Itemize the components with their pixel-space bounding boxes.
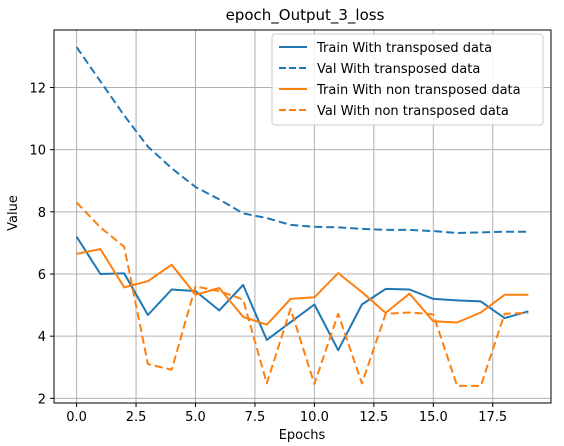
legend-box [271, 33, 544, 126]
y-tick-label: 2 [38, 392, 46, 407]
y-tick-label: 6 [38, 268, 46, 283]
x-tick-label: 7.5 [245, 410, 266, 425]
y-axis-label: Value [6, 195, 21, 231]
y-tick-label: 10 [29, 144, 46, 159]
y-tick-label: 8 [38, 206, 46, 221]
x-tick-label: 12.5 [359, 410, 388, 425]
legend: Train With transposed data Val With tran… [271, 33, 544, 126]
y-tick-label: 12 [29, 82, 46, 97]
x-tick-label: 0.0 [66, 410, 87, 425]
x-axis-label: Epochs [279, 428, 326, 443]
chart-title: epoch_Output_3_loss [226, 6, 385, 25]
x-axis-ticks: 0.0 2.5 5.0 7.5 10.0 12.5 15.0 17.5 [66, 403, 507, 425]
y-axis-ticks: 2 4 6 8 10 12 [29, 82, 54, 407]
x-tick-label: 15.0 [419, 410, 448, 425]
x-tick-label: 2.5 [126, 410, 147, 425]
legend-entry-train-non-transposed: Train With non transposed data [279, 83, 521, 98]
plot-frame [53, 29, 552, 404]
series-line-train-with-non-transposed-data [76, 248, 529, 326]
x-tick-label: 10.0 [300, 410, 329, 425]
x-tick-label: 17.5 [478, 410, 507, 425]
series-line-val-with-transposed-data [75, 46, 529, 234]
legend-label-val-transposed: Val With transposed data [317, 62, 480, 77]
legend-label-train-non-transposed: Train With non transposed data [316, 83, 521, 98]
legend-label-train-transposed: Train With transposed data [316, 41, 492, 56]
legend-label-val-non-transposed: Val With non transposed data [317, 104, 509, 119]
legend-entry-train-transposed: Train With transposed data [279, 41, 492, 56]
series-line-train-with-transposed-data [75, 236, 529, 352]
legend-entry-val-transposed: Val With transposed data [279, 62, 480, 77]
series-lines [75, 46, 529, 387]
x-tick-label: 5.0 [185, 410, 206, 425]
y-tick-label: 4 [38, 330, 46, 345]
legend-entry-val-non-transposed: Val With non transposed data [279, 104, 509, 119]
